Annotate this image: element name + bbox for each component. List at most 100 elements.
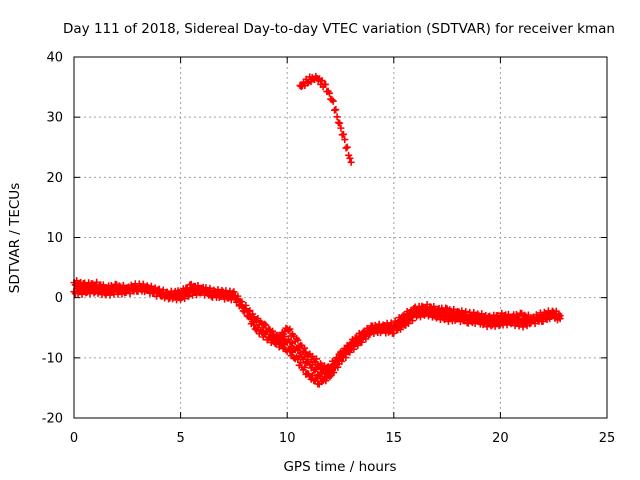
data-point xyxy=(78,290,86,298)
data-point xyxy=(297,358,305,366)
chart-title: Day 111 of 2018, Sidereal Day-to-day VTE… xyxy=(63,21,615,37)
data-point xyxy=(257,327,265,335)
data-point xyxy=(325,89,333,97)
data-point xyxy=(261,329,269,337)
data-point xyxy=(318,369,326,377)
y-tick-label: -10 xyxy=(42,351,63,366)
data-point xyxy=(334,360,342,368)
data-point xyxy=(478,316,486,324)
data-point xyxy=(342,350,350,358)
data-point xyxy=(446,313,454,321)
data-markers xyxy=(70,72,564,388)
data-point xyxy=(311,376,319,384)
data-point xyxy=(262,321,270,329)
data-point xyxy=(309,371,317,379)
data-point xyxy=(336,119,344,127)
data-point xyxy=(462,308,470,316)
data-point xyxy=(286,325,294,333)
y-tick-label: 30 xyxy=(46,111,63,126)
data-point xyxy=(262,330,270,338)
data-point xyxy=(362,332,370,340)
data-point xyxy=(242,305,250,313)
data-point xyxy=(321,362,329,370)
data-point xyxy=(327,370,335,378)
axis-ticks: 0 5 10 15 20 25 -20 -10 0 10 20 30 40 xyxy=(42,51,616,447)
data-point xyxy=(402,317,410,325)
data-point xyxy=(442,304,450,312)
data-point xyxy=(346,154,354,162)
y-tick-label: 20 xyxy=(46,171,63,186)
data-point xyxy=(289,348,297,356)
data-point xyxy=(318,378,326,386)
data-point xyxy=(249,318,257,326)
data-point xyxy=(339,130,347,138)
data-point xyxy=(342,144,350,152)
data-point xyxy=(266,328,274,336)
data-point xyxy=(281,341,289,349)
data-point xyxy=(398,318,406,326)
data-point xyxy=(313,355,321,363)
data-point xyxy=(483,323,491,331)
data-point xyxy=(322,377,330,385)
data-point xyxy=(343,143,351,151)
y-tick-label: 40 xyxy=(46,51,63,66)
x-tick-label: 25 xyxy=(599,431,616,446)
data-point xyxy=(181,295,189,303)
data-point xyxy=(246,313,254,321)
data-point xyxy=(442,312,450,320)
y-tick-label: -20 xyxy=(42,412,63,427)
data-point xyxy=(390,326,398,334)
data-point xyxy=(394,323,402,331)
data-point xyxy=(329,97,337,105)
data-point xyxy=(238,301,246,309)
data-point xyxy=(261,320,269,328)
data-point xyxy=(341,136,349,144)
data-point xyxy=(330,364,338,372)
data-point xyxy=(347,158,355,166)
data-point xyxy=(430,309,438,317)
data-point xyxy=(332,106,340,114)
data-point xyxy=(333,113,341,121)
x-tick-label: 10 xyxy=(279,431,296,446)
data-point xyxy=(366,330,374,338)
data-point xyxy=(450,305,458,313)
x-tick-label: 15 xyxy=(386,431,403,446)
x-axis-label: GPS time / hours xyxy=(283,459,396,475)
y-tick-label: 10 xyxy=(46,231,63,246)
data-point xyxy=(519,323,527,331)
data-point xyxy=(478,310,486,318)
data-point xyxy=(257,318,265,326)
data-point xyxy=(462,314,470,322)
data-point xyxy=(301,364,309,372)
data-point xyxy=(230,291,238,299)
data-point xyxy=(515,322,523,330)
series-track-c xyxy=(266,308,419,378)
data-point xyxy=(206,287,214,295)
data-point xyxy=(254,315,262,323)
data-point xyxy=(556,315,564,323)
data-point xyxy=(250,321,258,329)
data-point xyxy=(354,339,362,347)
data-point xyxy=(322,80,330,88)
data-point xyxy=(328,96,336,104)
data-point xyxy=(147,285,155,293)
data-point xyxy=(411,309,419,317)
x-tick-label: 5 xyxy=(176,431,184,446)
data-point xyxy=(214,289,222,297)
data-point xyxy=(234,296,242,304)
data-point xyxy=(383,322,391,330)
data-point xyxy=(430,302,438,310)
data-point xyxy=(277,335,285,343)
data-point xyxy=(301,344,309,352)
data-point xyxy=(294,336,302,344)
y-tick-label: 0 xyxy=(55,291,63,306)
data-point xyxy=(254,324,262,332)
y-axis-label: SDTVAR / TECUs xyxy=(7,183,23,293)
series-track-d xyxy=(296,72,355,166)
data-point xyxy=(185,292,193,300)
x-tick-label: 0 xyxy=(70,431,78,446)
data-point xyxy=(416,313,424,321)
data-point xyxy=(337,124,345,132)
x-tick-label: 20 xyxy=(492,431,509,446)
